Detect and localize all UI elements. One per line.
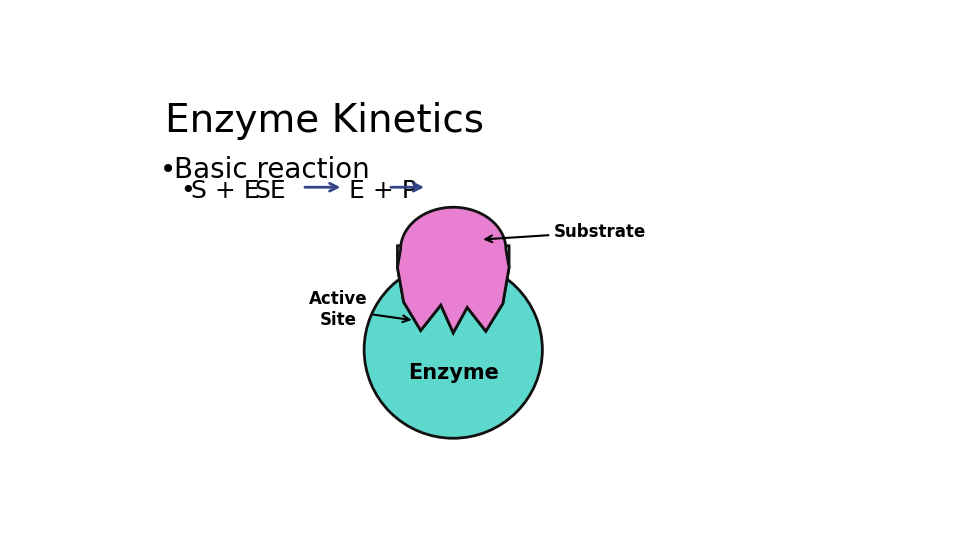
Text: •: •: [160, 156, 177, 184]
Text: Enzyme Kinetics: Enzyme Kinetics: [165, 102, 484, 140]
Text: •: •: [180, 179, 195, 202]
Polygon shape: [397, 246, 509, 333]
Text: Active
Site: Active Site: [309, 291, 410, 329]
Text: SE: SE: [254, 179, 286, 202]
Text: Basic reaction: Basic reaction: [175, 156, 370, 184]
Text: E + P: E + P: [349, 179, 418, 202]
Circle shape: [364, 261, 542, 438]
Text: Enzyme: Enzyme: [408, 363, 498, 383]
Text: Substrate: Substrate: [486, 223, 646, 242]
Text: S + E: S + E: [191, 179, 260, 202]
Polygon shape: [397, 207, 509, 333]
